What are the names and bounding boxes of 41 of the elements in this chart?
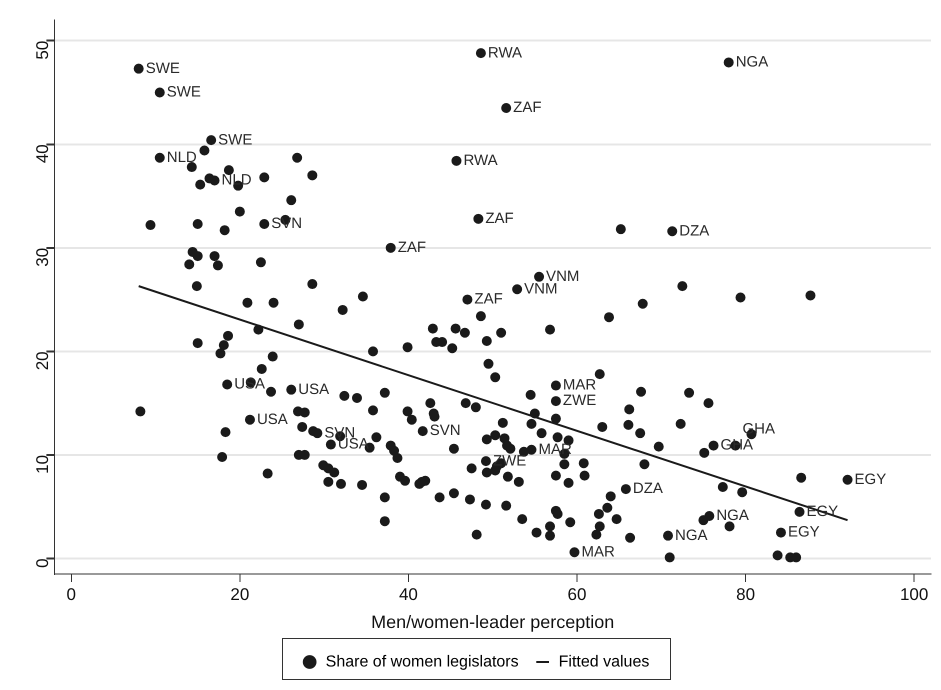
x-tick-label: 40 [398,584,418,604]
legend-label: Fitted values [558,653,650,670]
annotation: USA [298,380,330,398]
annotation: MAR [562,376,596,394]
x-tick-label: 20 [230,584,250,604]
annotation: DZA [679,222,710,240]
annotation: SWE [218,131,252,148]
y-tick-label: 40 [33,144,52,164]
legend-label: Share of women legislators [326,653,519,670]
annotation: ZAF [485,210,514,227]
annotation: SVN [430,422,461,440]
annotation: NLD [166,148,197,166]
annotation: NGA [716,507,749,524]
x-tick-label: 80 [736,584,756,604]
y-tick-label: 10 [33,454,52,474]
annotation: SWE [166,84,201,101]
x-tick-label: 0 [66,584,76,604]
annotation: EGY [788,524,820,541]
x-tick-label: 100 [900,584,928,604]
y-tick-label: 0 [33,558,52,568]
y-tick-label: 50 [33,40,52,60]
annotation: MAR [581,543,615,560]
annotation: EGY [854,470,886,488]
annotation: NGA [675,526,708,544]
annotation: USA [256,410,288,428]
annotation: ZAF [474,290,503,308]
annotation: ZWE [562,392,596,410]
x-axis-title: Men/women-leader perception [371,612,614,632]
y-tick-label: 20 [33,351,52,370]
x-tick-label: 60 [568,584,586,604]
annotation: VNM [524,280,558,298]
annotation: DZA [632,480,663,498]
y-tick-label: 30 [33,248,52,267]
annotation: NGA [736,54,768,71]
annotation: NLD [222,172,252,189]
annotation: SWE [146,60,180,77]
annotation: ZAF [398,238,426,256]
annotation: RWA [463,152,498,169]
annotation: ZAF [513,99,542,116]
annotation: RWA [488,44,522,62]
annotation: GHA [742,420,775,438]
